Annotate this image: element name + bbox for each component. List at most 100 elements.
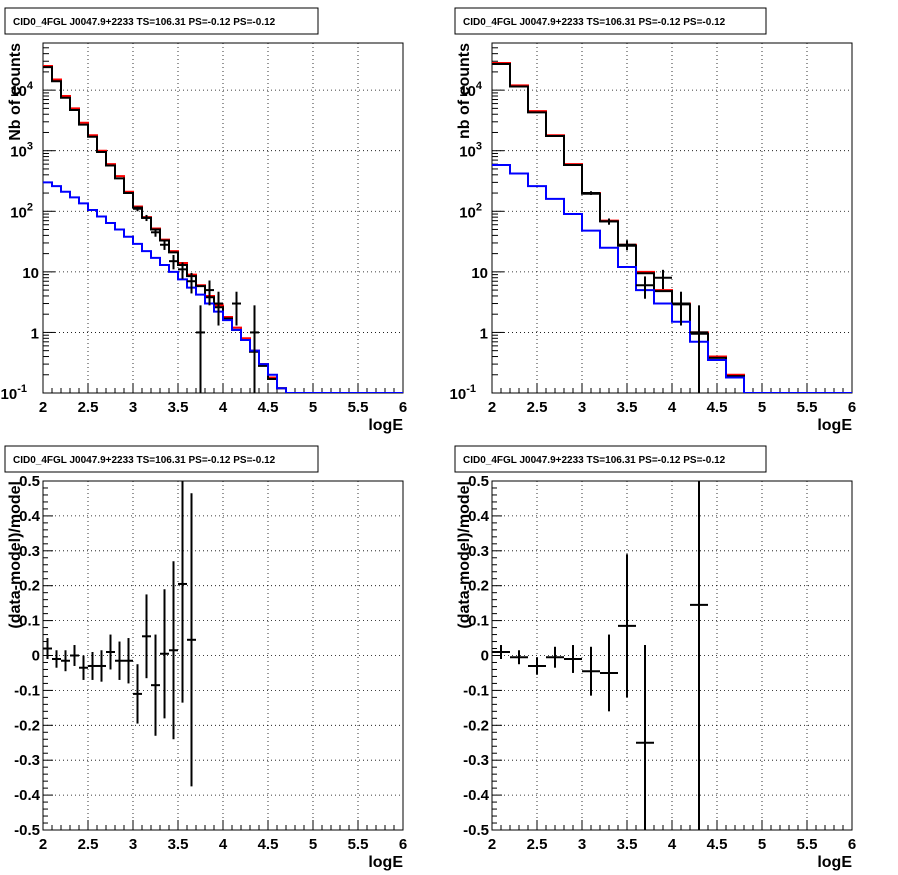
x-tick-label: 4.5 bbox=[707, 836, 728, 853]
data-point bbox=[654, 269, 672, 290]
chart-title: CID0_4FGL J0047.9+2233 TS=106.31 PS=-0.1… bbox=[13, 17, 276, 28]
x-tick-label: 3 bbox=[129, 399, 137, 416]
y-tick-label: 0.4 bbox=[468, 508, 490, 525]
y-tick-label: -0.4 bbox=[463, 787, 490, 804]
x-tick-label: 2.5 bbox=[78, 836, 99, 853]
data-point bbox=[151, 228, 160, 237]
data-point bbox=[250, 305, 259, 393]
data-point bbox=[196, 305, 205, 393]
data-layer bbox=[43, 65, 403, 393]
x-tick-label: 6 bbox=[848, 399, 856, 416]
data-point bbox=[546, 646, 564, 668]
data-point bbox=[160, 240, 169, 250]
data-point bbox=[690, 481, 708, 830]
data-point bbox=[636, 645, 654, 830]
x-tick-label: 3.5 bbox=[617, 399, 638, 416]
y-tick-label: 0.1 bbox=[19, 613, 40, 630]
x-tick-label: 3 bbox=[578, 399, 586, 416]
x-tick-label: 2 bbox=[488, 836, 496, 853]
data-point bbox=[178, 481, 187, 703]
data-layer bbox=[492, 62, 852, 393]
x-tick-label: 3.5 bbox=[168, 836, 189, 853]
data-point bbox=[618, 240, 636, 251]
panel-residual-right: CID0_4FGL J0047.9+2233 TS=106.31 PS=-0.1… bbox=[454, 445, 856, 871]
data-point bbox=[142, 594, 151, 679]
x-tick-label: 4.5 bbox=[258, 836, 279, 853]
x-tick-label: 5.5 bbox=[797, 836, 818, 853]
x-tick-label: 6 bbox=[399, 399, 407, 416]
x-tick-label: 5.5 bbox=[797, 399, 818, 416]
y-tick-label: -0.3 bbox=[463, 752, 489, 769]
data-point bbox=[106, 634, 115, 670]
data-point bbox=[169, 254, 178, 270]
x-axis-label: logE bbox=[817, 417, 852, 434]
x-tick-label: 2.5 bbox=[527, 836, 548, 853]
data-point bbox=[133, 206, 142, 212]
y-tick-label: 1 bbox=[480, 325, 488, 342]
x-tick-label: 4 bbox=[219, 836, 228, 853]
data-point bbox=[528, 657, 546, 675]
y-tick-label: -0.3 bbox=[14, 752, 40, 769]
y-tick-label: 0.1 bbox=[468, 613, 489, 630]
data-point bbox=[169, 561, 178, 740]
x-tick-label: 4.5 bbox=[707, 399, 728, 416]
x-tick-label: 5 bbox=[309, 836, 317, 853]
panel-counts-left: CID0_4FGL J0047.9+2233 TS=106.31 PS=-0.1… bbox=[1, 7, 407, 434]
panel-counts-right: CID0_4FGL J0047.9+2233 TS=106.31 PS=-0.1… bbox=[450, 7, 856, 434]
y-tick-label: 0 bbox=[32, 648, 40, 665]
data-point bbox=[636, 276, 654, 299]
data-layer bbox=[492, 481, 708, 830]
x-tick-label: 5 bbox=[758, 836, 766, 853]
x-tick-label: 4 bbox=[668, 836, 677, 853]
data-point bbox=[115, 641, 124, 680]
y-tick-label: -0.1 bbox=[14, 682, 40, 699]
data-point bbox=[690, 305, 708, 393]
x-tick-label: 4.5 bbox=[258, 399, 279, 416]
x-tick-label: 5.5 bbox=[348, 836, 369, 853]
x-tick-label: 5 bbox=[758, 399, 766, 416]
data-point bbox=[214, 291, 223, 326]
data-point bbox=[672, 291, 690, 326]
title-box bbox=[4, 445, 319, 473]
x-tick-label: 3.5 bbox=[168, 399, 189, 416]
x-tick-label: 6 bbox=[848, 836, 856, 853]
data-point bbox=[79, 655, 88, 680]
x-axis-label: logE bbox=[368, 417, 403, 434]
data-point bbox=[492, 645, 510, 659]
data-point bbox=[564, 645, 582, 673]
data-point bbox=[142, 214, 151, 222]
data-point bbox=[582, 191, 600, 195]
x-tick-label: 4 bbox=[219, 399, 228, 416]
title-box bbox=[4, 7, 319, 35]
y-tick-label: -0.5 bbox=[14, 822, 40, 839]
x-tick-label: 2 bbox=[39, 399, 47, 416]
chart-title: CID0_4FGL J0047.9+2233 TS=106.31 PS=-0.1… bbox=[463, 17, 726, 28]
y-tick-label: 10 bbox=[22, 265, 39, 282]
y-tick-label: -0.5 bbox=[463, 822, 489, 839]
y-axis-label: nb of counts bbox=[456, 43, 473, 139]
x-tick-label: 5.5 bbox=[348, 399, 369, 416]
data-point bbox=[178, 262, 187, 279]
x-tick-label: 3 bbox=[129, 836, 137, 853]
y-tick-label: 0.3 bbox=[468, 543, 489, 560]
x-tick-label: 3 bbox=[578, 836, 586, 853]
y-axis-label: (data-model)/model bbox=[456, 481, 473, 629]
x-tick-label: 3.5 bbox=[617, 836, 638, 853]
data-point bbox=[52, 650, 61, 668]
panel-residual-left: CID0_4FGL J0047.9+2233 TS=106.31 PS=-0.1… bbox=[4, 445, 407, 871]
x-tick-label: 2 bbox=[39, 836, 47, 853]
data-point bbox=[61, 650, 70, 672]
y-axis-label: Nb of counts bbox=[7, 43, 24, 141]
data-point bbox=[205, 280, 214, 306]
y-tick-label: 1 bbox=[31, 325, 39, 342]
y-axis-label: (data-model)/model bbox=[7, 481, 24, 629]
y-tick-label: -0.1 bbox=[463, 682, 489, 699]
y-tick-label: 10 bbox=[471, 265, 488, 282]
x-axis-label: logE bbox=[817, 854, 852, 871]
data-point bbox=[124, 638, 133, 684]
data-point bbox=[600, 218, 618, 225]
data-point bbox=[151, 634, 160, 736]
x-tick-label: 4 bbox=[668, 399, 677, 416]
x-tick-label: 6 bbox=[399, 836, 407, 853]
x-tick-label: 2 bbox=[488, 399, 496, 416]
